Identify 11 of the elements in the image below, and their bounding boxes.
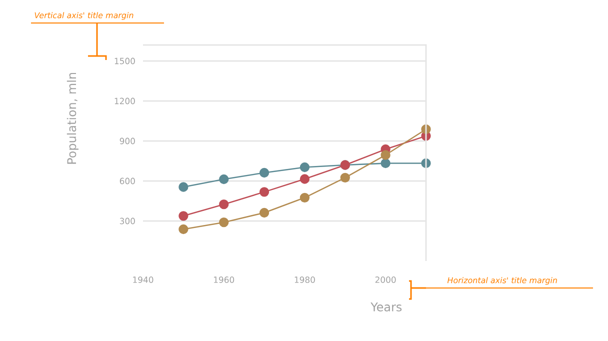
x-tick-label: 1980 bbox=[294, 276, 315, 283]
y-tick-label: 1200 bbox=[114, 98, 135, 104]
x-tick-label: 1960 bbox=[214, 276, 234, 283]
x-tick-label: 2000 bbox=[375, 276, 396, 283]
y-tick-label: 600 bbox=[120, 178, 135, 184]
y-axis-title: Population, mln bbox=[66, 72, 78, 164]
x-tick-label: 1940 bbox=[133, 276, 154, 283]
x-axis-title: Years bbox=[370, 302, 402, 312]
y-tick-label: 300 bbox=[120, 218, 135, 224]
y-tick-label: 900 bbox=[120, 138, 135, 144]
y-tick-label: 1500 bbox=[114, 58, 135, 64]
